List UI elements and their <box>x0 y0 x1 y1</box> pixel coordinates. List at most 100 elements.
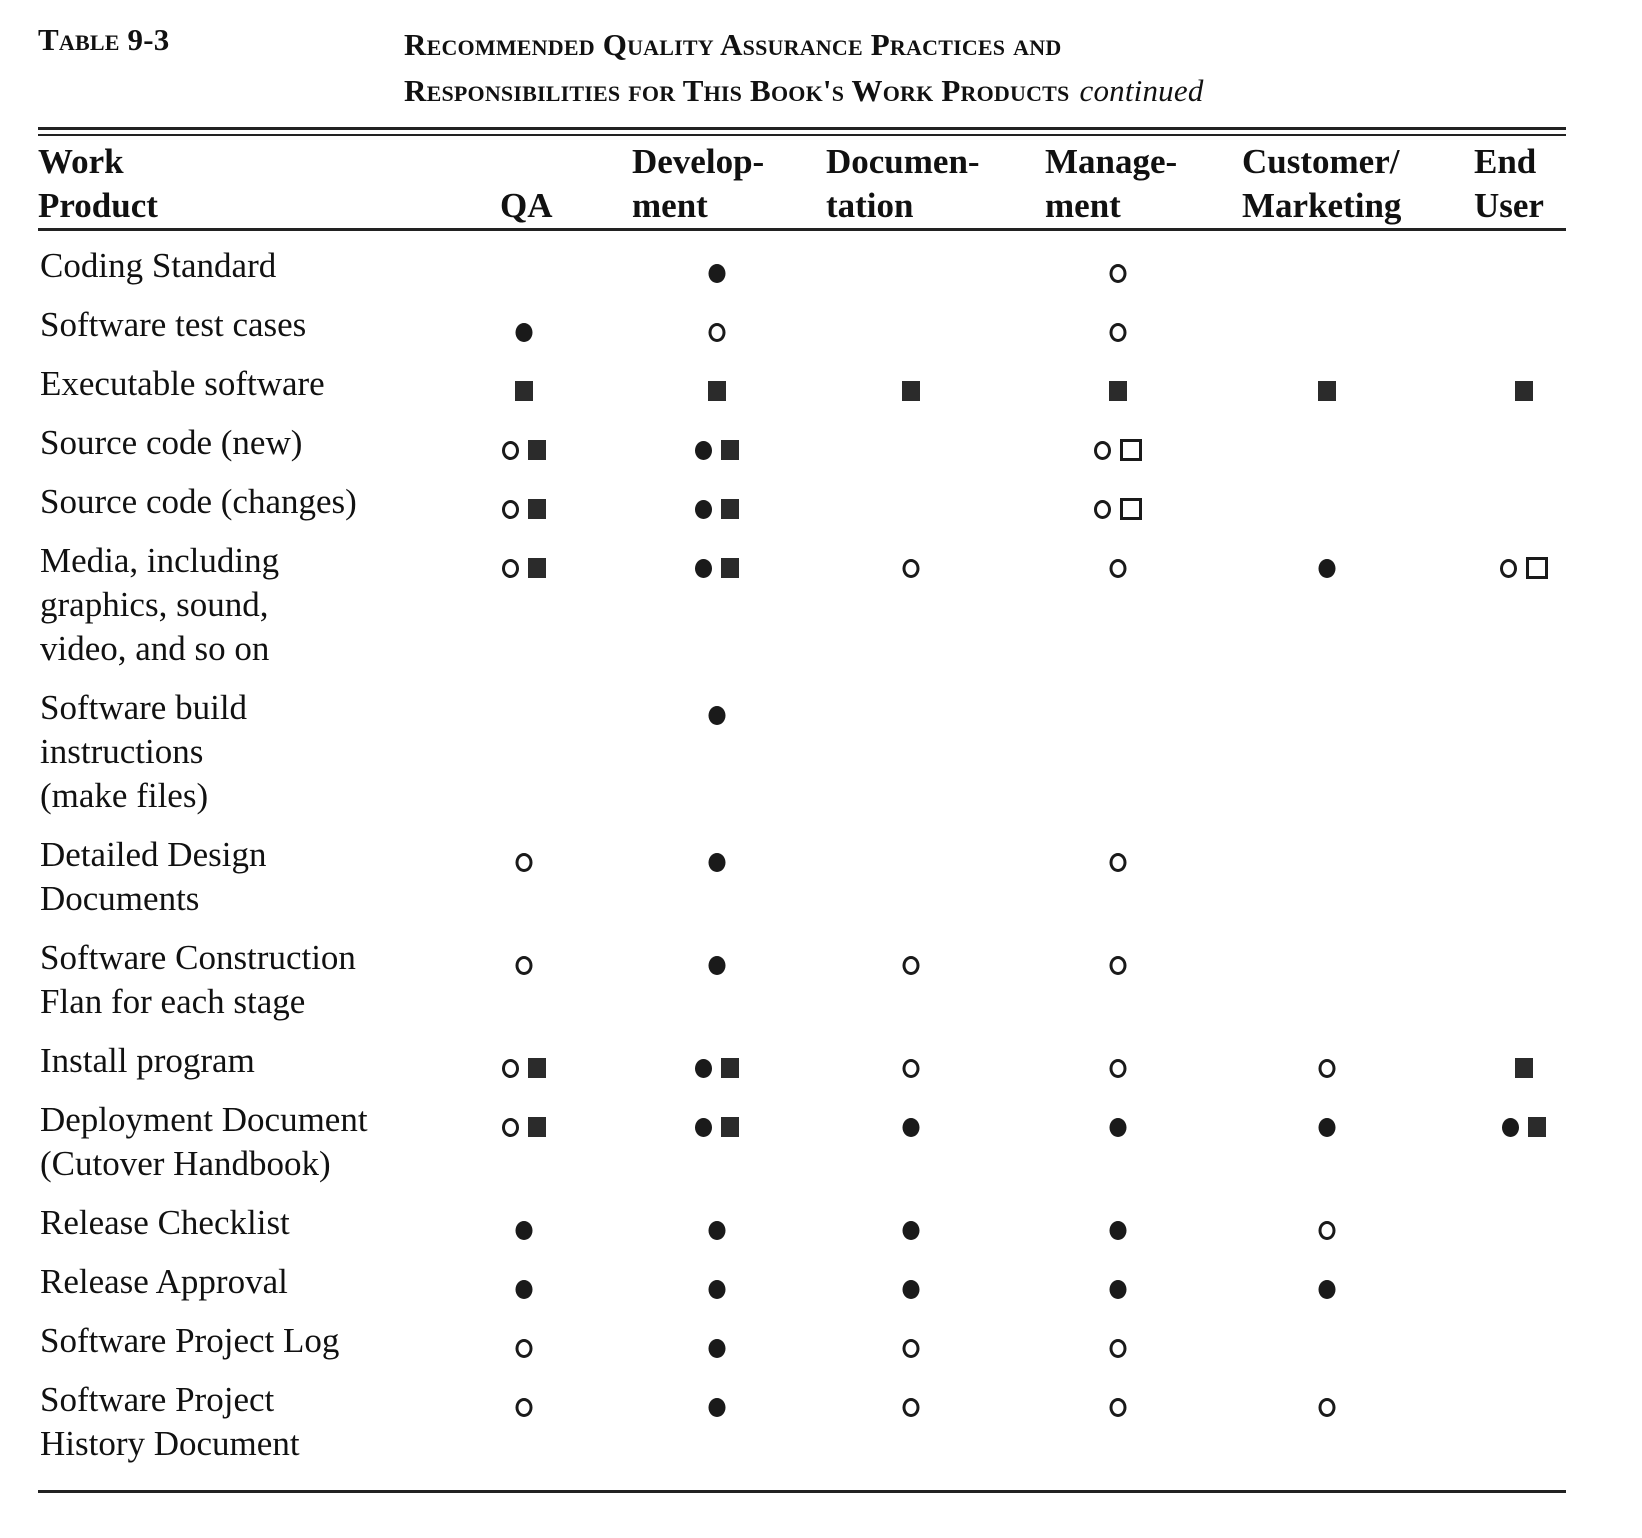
header-end-user: End User <box>1474 142 1544 225</box>
square-filled-icon <box>528 499 546 519</box>
responsibility-cell <box>1109 258 1127 288</box>
responsibility-cell <box>515 950 533 980</box>
work-product-label: Coding Standard <box>40 246 277 285</box>
circle-open-icon <box>1109 558 1127 578</box>
responsibility-cell <box>902 1112 920 1142</box>
work-product-label: Source code (new) <box>40 423 303 462</box>
circle-filled-icon <box>902 1279 920 1299</box>
square-filled-icon <box>721 1117 739 1137</box>
circle-open-icon <box>902 1338 920 1358</box>
responsibility-cell <box>695 553 739 583</box>
circle-open-icon <box>515 1338 533 1358</box>
responsibility-cell <box>695 1053 739 1083</box>
responsibility-cell <box>1515 376 1533 406</box>
table-row: Software Construction Flan for each stag… <box>0 928 1642 1031</box>
table-row: Install program <box>0 1031 1642 1090</box>
responsibility-cell <box>1109 376 1127 406</box>
square-filled-icon <box>528 1117 546 1137</box>
square-filled-icon <box>528 1058 546 1078</box>
circle-open-icon <box>502 1058 519 1078</box>
responsibility-cell <box>502 1053 546 1083</box>
square-open-icon <box>1120 498 1142 520</box>
responsibility-cell <box>1502 1112 1546 1142</box>
responsibility-cell <box>502 435 546 465</box>
table-row: Software Project History Document <box>0 1370 1642 1473</box>
circle-filled-icon <box>708 1220 726 1240</box>
circle-open-icon <box>1109 955 1127 975</box>
responsibility-cell <box>902 950 920 980</box>
circle-open-icon <box>1094 440 1111 460</box>
header-development: Develop- ment <box>632 142 765 225</box>
title-line-1: Recommended Quality Assurance Practices … <box>404 27 1062 62</box>
square-filled-icon <box>902 381 920 401</box>
responsibility-cell <box>1109 1333 1127 1363</box>
table-row: Software Project Log <box>0 1311 1642 1370</box>
table-row: Software build instructions (make files) <box>0 678 1642 825</box>
responsibility-cell <box>708 950 726 980</box>
table-title: Recommended Quality Assurance Practices … <box>404 22 1204 114</box>
circle-open-icon <box>502 1117 519 1137</box>
responsibility-cell <box>1094 435 1142 465</box>
circle-filled-icon <box>515 322 533 342</box>
responsibility-cell <box>515 1274 533 1304</box>
circle-filled-icon <box>1109 1279 1127 1299</box>
responsibility-cell <box>1109 1112 1127 1142</box>
circle-open-icon <box>1109 852 1127 872</box>
table-row: Executable software <box>0 354 1642 413</box>
circle-filled-icon <box>708 1338 726 1358</box>
square-filled-icon <box>528 440 546 460</box>
square-filled-icon <box>1109 381 1127 401</box>
responsibility-cell <box>515 1215 533 1245</box>
circle-open-icon <box>1500 558 1517 578</box>
header-documentation: Documen- tation <box>826 142 980 225</box>
circle-filled-icon <box>695 440 712 460</box>
responsibility-cell <box>902 1392 920 1422</box>
responsibility-cell <box>902 1274 920 1304</box>
responsibility-cell <box>708 258 726 288</box>
table-row: Media, including graphics, sound, video,… <box>0 531 1642 678</box>
square-filled-icon <box>1515 381 1533 401</box>
circle-filled-icon <box>708 263 726 283</box>
circle-open-icon <box>502 499 519 519</box>
responsibility-cell <box>902 1215 920 1245</box>
circle-filled-icon <box>1502 1117 1519 1137</box>
responsibility-cell <box>515 1333 533 1363</box>
work-product-label: Deployment Document (Cutover Handbook) <box>40 1100 368 1183</box>
circle-open-icon <box>1318 1397 1336 1417</box>
circle-filled-icon <box>695 1058 712 1078</box>
circle-open-icon <box>1109 263 1127 283</box>
responsibility-cell <box>1109 1215 1127 1245</box>
responsibility-cell <box>708 1215 726 1245</box>
work-product-label: Source code (changes) <box>40 482 357 521</box>
table-number: Table 9-3 <box>38 22 170 57</box>
circle-open-icon <box>1109 322 1127 342</box>
responsibility-cell <box>902 1333 920 1363</box>
responsibility-cell <box>708 376 726 406</box>
circle-open-icon <box>515 1397 533 1417</box>
square-filled-icon <box>721 1058 739 1078</box>
square-open-icon <box>1120 439 1142 461</box>
responsibility-cell <box>502 1112 546 1142</box>
square-filled-icon <box>1318 381 1336 401</box>
work-product-label: Software Project Log <box>40 1321 340 1360</box>
responsibility-cell <box>515 1392 533 1422</box>
square-filled-icon <box>721 440 739 460</box>
circle-filled-icon <box>1318 1117 1336 1137</box>
top-rule <box>38 127 1566 130</box>
responsibility-cell <box>902 553 920 583</box>
circle-filled-icon <box>695 499 712 519</box>
circle-open-icon <box>515 955 533 975</box>
responsibility-cell <box>515 376 533 406</box>
circle-open-icon <box>502 440 519 460</box>
header-customer-marketing: Customer/ Marketing <box>1242 142 1402 225</box>
responsibility-cell <box>1318 376 1336 406</box>
responsibility-cell <box>1318 1053 1336 1083</box>
responsibility-cell <box>1109 553 1127 583</box>
table-row: Release Approval <box>0 1252 1642 1311</box>
square-filled-icon <box>528 558 546 578</box>
responsibility-cell <box>1109 317 1127 347</box>
circle-open-icon <box>902 955 920 975</box>
circle-filled-icon <box>1318 1279 1336 1299</box>
responsibility-cell <box>1094 494 1142 524</box>
